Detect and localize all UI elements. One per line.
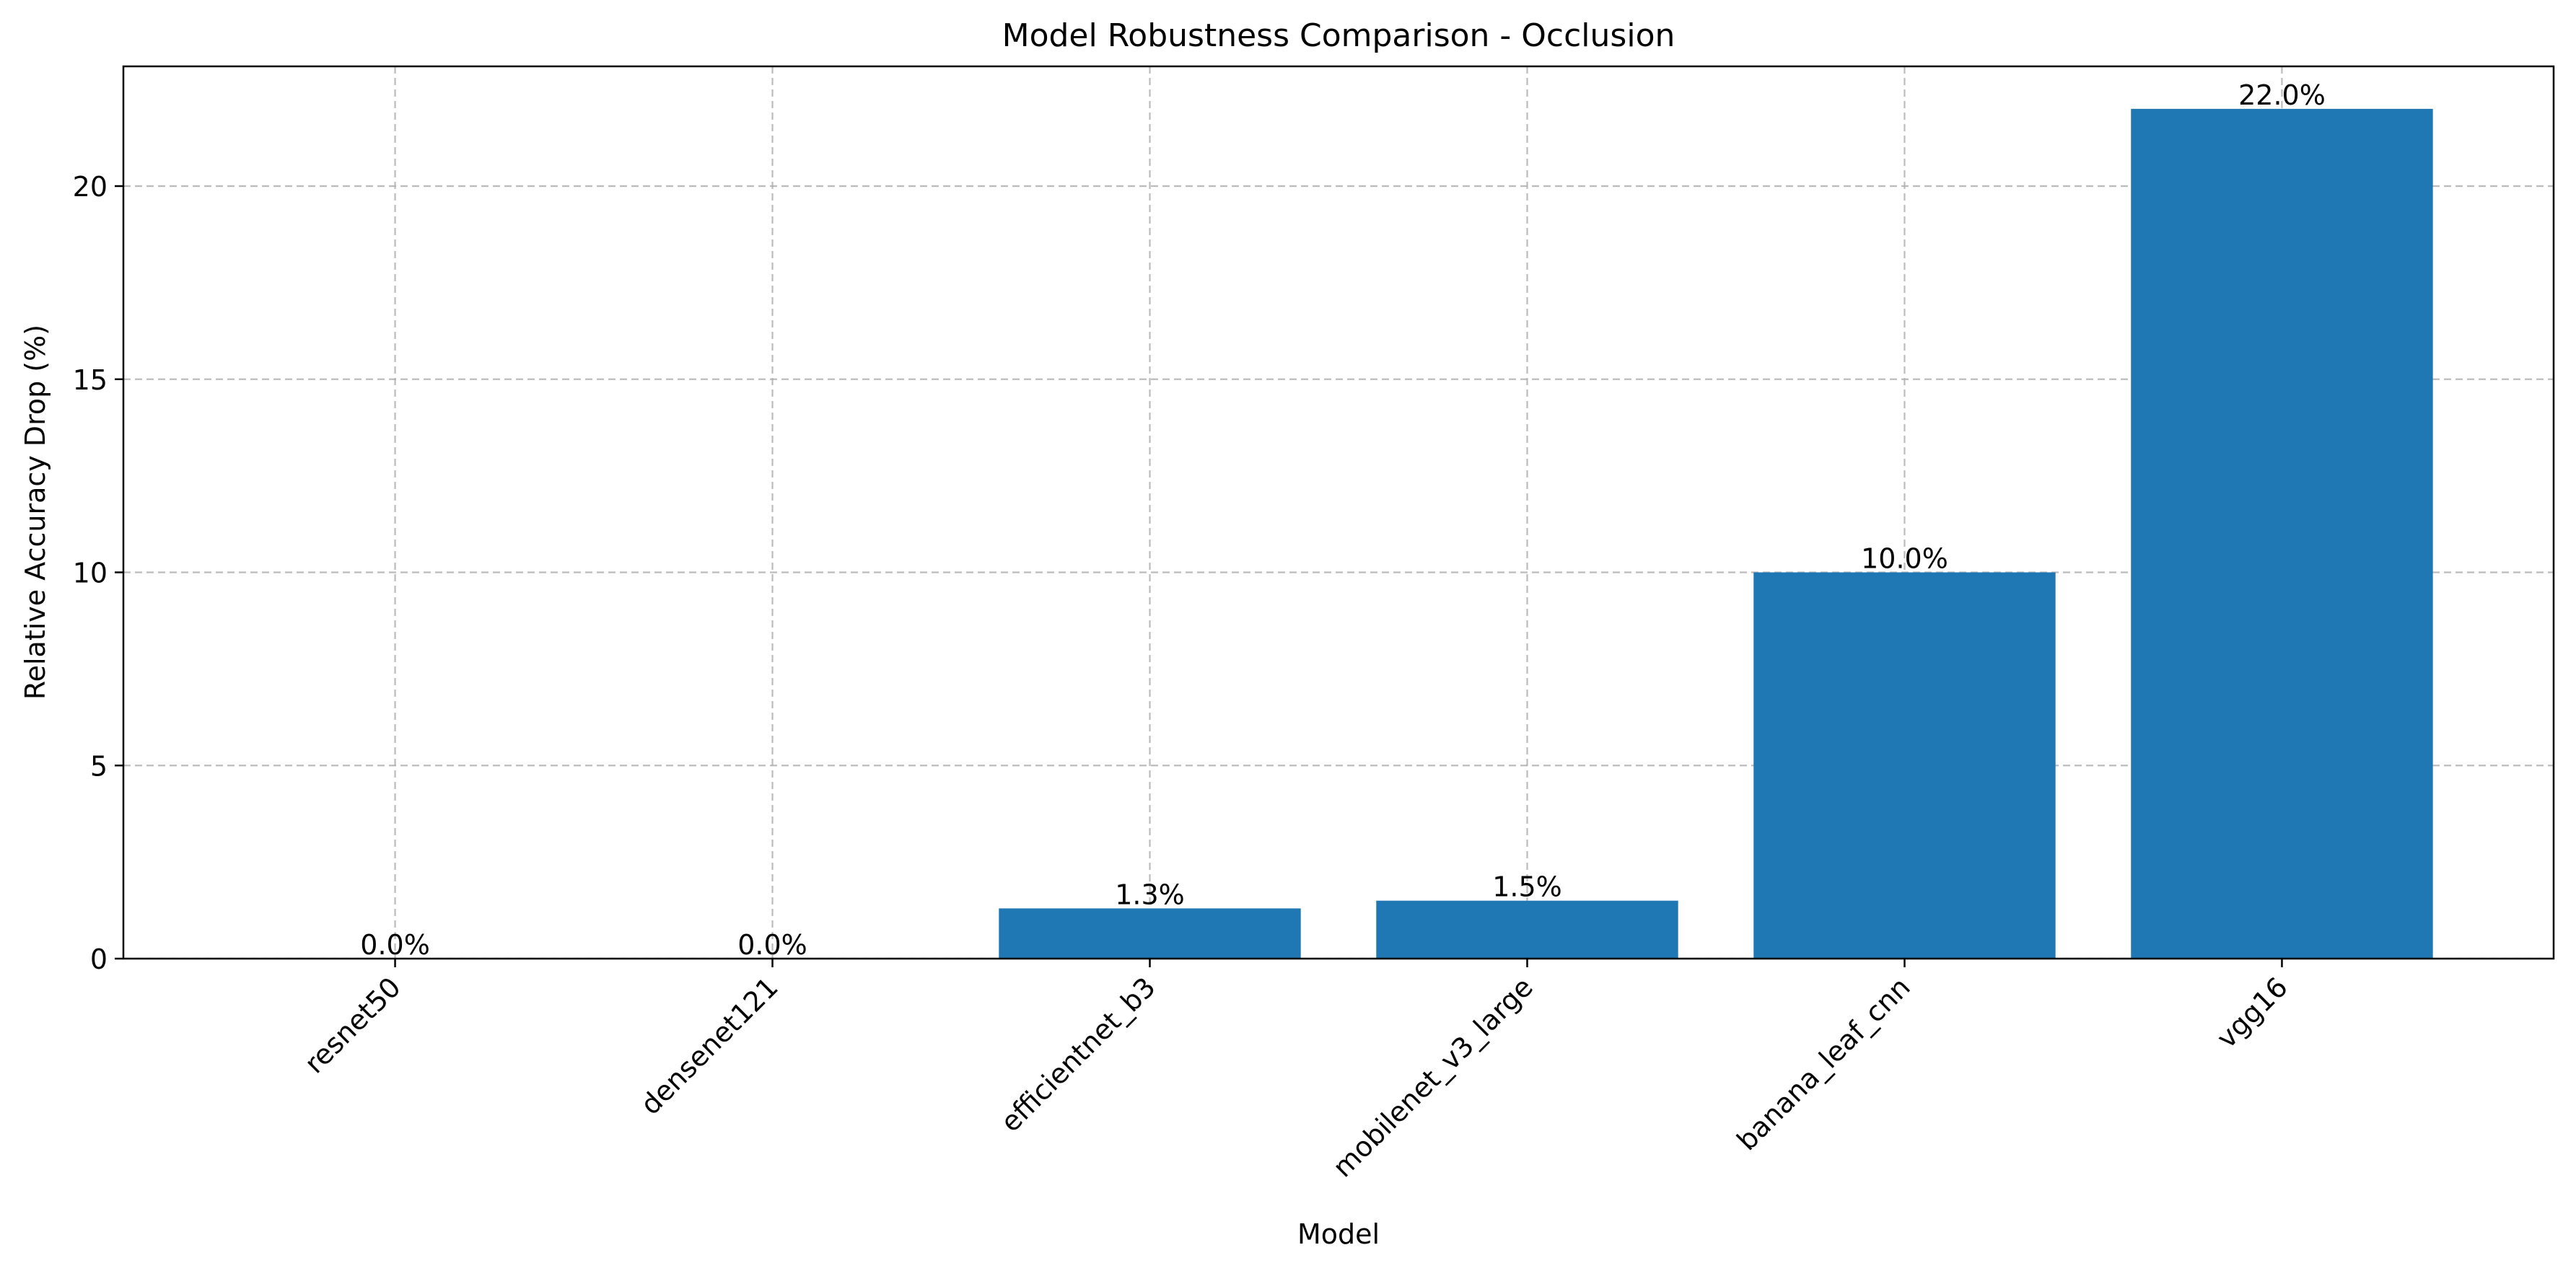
bars-layer — [999, 108, 2433, 959]
data-labels-layer: 0.0% 0.0% 1.3% 1.5% 10.0% 22.0% — [360, 79, 2326, 961]
y-tick-label: 15 — [73, 364, 108, 396]
data-label-banana_leaf_cnn: 10.0% — [1861, 543, 1948, 575]
y-axis-label: Relative Accuracy Drop (%) — [19, 325, 51, 700]
x-tick-label-banana_leaf_cnn: banana_leaf_cnn — [1731, 971, 1916, 1156]
y-axis: 0 5 10 15 20 — [73, 171, 123, 975]
bar-banana_leaf_cnn — [1753, 572, 2056, 959]
bar-vgg16 — [2131, 108, 2433, 959]
x-tick-label-resnet50: resnet50 — [299, 971, 407, 1079]
bar-efficientnet_b3 — [999, 908, 1301, 959]
data-label-resnet50: 0.0% — [360, 929, 430, 961]
x-axis: resnet50 densenet121 efficientnet_b3 mobile… — [299, 959, 2294, 1184]
y-tick-label: 10 — [73, 558, 108, 589]
data-label-densenet121: 0.0% — [737, 929, 807, 961]
plot-frame — [122, 65, 2555, 960]
bar-mobilenet_v3_large — [1376, 900, 1678, 959]
y-tick-label: 20 — [73, 171, 108, 203]
y-tick-label: 0 — [90, 943, 108, 975]
data-label-mobilenet_v3_large: 1.5% — [1492, 871, 1562, 903]
x-tick-label-densenet121: densenet121 — [634, 971, 784, 1121]
x-tick-label-vgg16: vgg16 — [2210, 971, 2293, 1054]
x-tick-label-mobilenet_v3_large: mobilenet_v3_large — [1327, 971, 1539, 1183]
y-tick-label: 5 — [90, 750, 108, 782]
x-tick-label-efficientnet_b3: efficientnet_b3 — [994, 971, 1162, 1138]
data-label-efficientnet_b3: 1.3% — [1115, 879, 1185, 910]
data-label-vgg16: 22.0% — [2238, 79, 2326, 111]
x-axis-label: Model — [1297, 1218, 1380, 1250]
chart-title: Model Robustness Comparison - Occlusion — [1002, 17, 1675, 54]
